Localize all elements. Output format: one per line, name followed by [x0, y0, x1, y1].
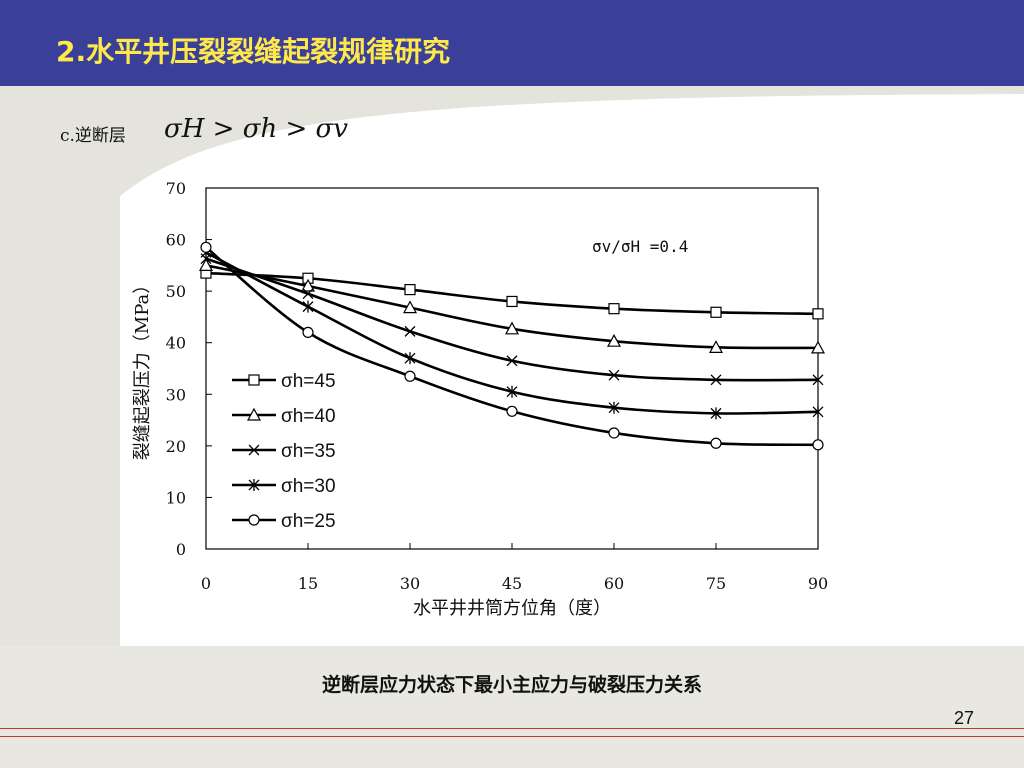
y-tick-label: 40: [166, 334, 186, 353]
data-point: [608, 401, 620, 414]
page-number: 27: [953, 708, 974, 728]
data-point: [812, 439, 824, 451]
data-point: [812, 405, 824, 418]
data-point: [404, 325, 416, 337]
data-point: [812, 374, 824, 386]
data-point: [302, 300, 314, 313]
data-point: [200, 241, 212, 253]
series-1: [200, 267, 824, 320]
legend-marker: [246, 407, 262, 421]
data-point: [402, 300, 418, 314]
series-3: [200, 253, 824, 386]
ratio-annotation: σv/σH =0.4: [592, 237, 688, 256]
data-point: [810, 340, 826, 354]
data-point: [302, 288, 314, 300]
legend-label: σh=40: [281, 406, 336, 427]
legend: σh=45 σh=40 σh=35 σh=30 σh=25: [232, 371, 336, 532]
data-point: [606, 333, 622, 347]
legend-label: σh=25: [281, 511, 336, 532]
bottom-rule-top: [0, 728, 1024, 729]
slide-title: 2.水平井压裂裂缝起裂规律研究: [56, 35, 451, 68]
data-point: [708, 340, 724, 353]
data-point: [608, 369, 620, 381]
x-tick-label: 0: [201, 574, 211, 593]
legend-label: σh=45: [281, 371, 336, 392]
y-tick-label: 30: [166, 385, 186, 404]
y-tick-label: 10: [166, 488, 186, 507]
x-tick-label: 30: [400, 574, 420, 593]
stress-relation-formula: σH > σh > σv: [164, 114, 348, 144]
data-point: [710, 306, 722, 318]
legend-label: σh=35: [281, 441, 336, 462]
y-tick-label: 70: [166, 179, 186, 198]
legend-entry: σh=30: [232, 476, 336, 497]
data-point: [506, 295, 518, 308]
y-tick-label: 20: [166, 437, 186, 456]
data-point: [710, 374, 722, 386]
data-point: [300, 278, 316, 292]
y-tick-label: 60: [166, 231, 186, 250]
data-point: [506, 355, 518, 367]
x-tick-label: 90: [808, 574, 828, 593]
slide-background-curve: [0, 86, 1024, 646]
axes: 0 10 20 30 40 50 60 70 0 15 30 45 60 75 90: [166, 179, 829, 593]
x-axis-label: 水平井井筒方位角（度）: [413, 598, 611, 619]
fault-type-label: c.逆断层: [60, 126, 126, 146]
legend-marker: [248, 479, 260, 491]
x-tick-label: 60: [604, 574, 624, 593]
title-bar: 2.水平井压裂裂缝起裂规律研究: [0, 0, 1024, 88]
y-tick-label: 0: [176, 540, 186, 559]
legend-entry: σh=35: [232, 441, 336, 462]
series-line: [205, 271, 819, 316]
series-2: [198, 258, 826, 354]
data-point: [608, 303, 620, 315]
data-point: [404, 370, 416, 382]
legend-marker: [248, 444, 260, 456]
x-tick-label: 15: [298, 574, 318, 593]
data-point: [710, 407, 722, 420]
legend-entry: σh=40: [232, 406, 336, 427]
legend-marker: [248, 514, 260, 526]
data-point: [506, 385, 518, 398]
data-point: [506, 405, 518, 417]
data-point: [504, 321, 520, 335]
data-point: [302, 326, 314, 338]
figure-caption: 逆断层应力状态下最小主应力与破裂压力关系: [321, 674, 702, 696]
data-point: [198, 258, 214, 271]
series-layer: [198, 241, 826, 451]
y-tick-label: 50: [166, 282, 186, 301]
x-tick-label: 75: [706, 574, 726, 593]
series-4: [200, 246, 824, 420]
data-point: [710, 437, 722, 449]
legend-label: σh=30: [281, 476, 336, 497]
legend-entry: σh=45: [232, 371, 336, 392]
y-axis-label: 裂缝起裂压力（MPa）: [132, 276, 153, 460]
legend-marker: [248, 374, 260, 386]
data-point: [608, 427, 620, 439]
bottom-rule-bottom: [0, 736, 1024, 737]
data-point: [812, 308, 824, 320]
legend-entry: σh=25: [232, 511, 336, 532]
series-5: [200, 241, 824, 451]
x-tick-label: 45: [502, 574, 522, 593]
data-point: [404, 352, 416, 365]
data-point: [404, 283, 416, 296]
